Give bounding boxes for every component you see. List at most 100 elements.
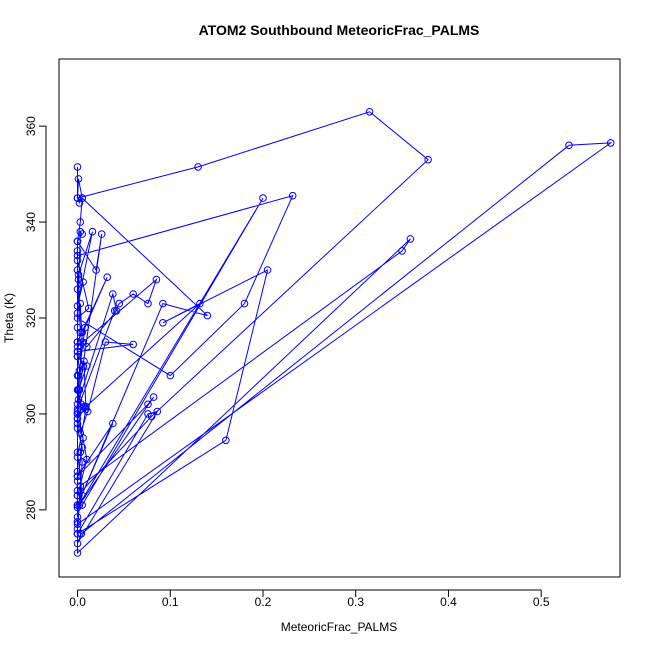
series-layer — [73, 108, 615, 557]
data-point — [77, 405, 86, 413]
data-point — [73, 343, 82, 351]
data-point — [78, 501, 86, 509]
data-point — [73, 525, 82, 533]
data-point — [73, 347, 82, 356]
data-point — [73, 314, 82, 322]
y-tick-label: 320 — [24, 308, 38, 328]
y-tick-label: 280 — [24, 500, 38, 520]
plot-frame — [58, 58, 621, 578]
y-tick-label: 360 — [24, 116, 38, 136]
data-point — [222, 436, 230, 445]
x-tick-label: 0.5 — [533, 595, 550, 609]
data-point — [73, 371, 82, 380]
data-point — [73, 352, 82, 361]
data-point — [73, 302, 82, 310]
data-point — [73, 424, 82, 433]
data-point — [97, 230, 106, 238]
data-point — [76, 227, 85, 236]
data-point — [73, 549, 82, 557]
data-point — [115, 299, 124, 308]
data-point — [73, 501, 82, 509]
data-point — [78, 338, 86, 346]
data-point — [196, 299, 204, 308]
data-point — [74, 271, 83, 279]
x-tick-label: 0.4 — [440, 595, 457, 609]
data-point — [73, 338, 82, 346]
data-point — [203, 311, 212, 320]
data-point — [78, 328, 86, 337]
data-point — [129, 290, 137, 298]
data-point — [75, 367, 84, 375]
x-tick-label: 0.3 — [347, 595, 364, 609]
data-point — [83, 407, 92, 416]
data-point — [79, 434, 87, 442]
series-line — [76, 111, 613, 555]
y-tick-label: 300 — [24, 404, 38, 424]
data-point — [88, 227, 97, 236]
data-point — [76, 448, 85, 457]
data-point — [76, 328, 85, 337]
y-tick-label: 340 — [24, 212, 38, 232]
data-point — [92, 266, 100, 274]
data-point — [73, 513, 82, 521]
data-point — [73, 256, 82, 265]
data-point — [565, 141, 573, 150]
data-point — [159, 319, 167, 327]
y-axis-label: Theta (K) — [2, 293, 16, 343]
data-point — [75, 501, 84, 509]
data-point — [259, 194, 267, 202]
data-point — [73, 467, 82, 476]
x-tick-label: 0.2 — [255, 595, 272, 609]
data-point — [73, 410, 82, 418]
data-point — [194, 163, 202, 171]
data-point — [78, 230, 86, 238]
data-point — [152, 275, 161, 284]
data-point — [103, 273, 111, 282]
data-point — [73, 251, 82, 260]
x-axis-label: MeteoricFrac_PALMS — [281, 620, 397, 634]
data-point — [83, 343, 91, 351]
data-point — [263, 266, 272, 274]
data-point — [424, 155, 432, 164]
data-point — [110, 307, 119, 315]
data-point — [73, 491, 82, 500]
data-point — [78, 194, 86, 202]
data-point — [73, 518, 82, 526]
data-point — [73, 414, 82, 423]
data-point — [78, 443, 86, 452]
data-point — [73, 309, 82, 318]
data-point — [73, 407, 82, 416]
data-point — [73, 247, 82, 255]
data-point — [74, 275, 83, 284]
data-point — [159, 299, 167, 308]
data-point — [73, 530, 82, 538]
data-point — [76, 482, 85, 490]
data-point — [606, 139, 615, 147]
data-point — [73, 237, 82, 246]
data-point — [80, 402, 88, 411]
data-point — [153, 407, 162, 416]
data-point — [82, 402, 90, 411]
data-point — [73, 472, 82, 481]
data-point — [74, 395, 83, 404]
data-point — [78, 458, 86, 466]
data-point — [79, 362, 87, 370]
x-tick-label: 0.1 — [162, 595, 179, 609]
data-point — [101, 338, 110, 346]
data-point — [73, 163, 82, 171]
data-point — [109, 290, 117, 298]
data-point — [73, 285, 82, 294]
data-point — [365, 108, 374, 116]
data-point — [78, 491, 86, 500]
data-point — [83, 362, 91, 370]
data-point — [109, 419, 117, 428]
data-point — [84, 304, 93, 313]
data-point — [73, 400, 82, 409]
data-point — [73, 405, 82, 413]
data-point — [77, 530, 86, 538]
data-point — [166, 371, 175, 380]
data-point — [79, 278, 87, 286]
data-point — [82, 405, 90, 413]
data-point — [73, 539, 82, 548]
data-point — [73, 419, 82, 428]
